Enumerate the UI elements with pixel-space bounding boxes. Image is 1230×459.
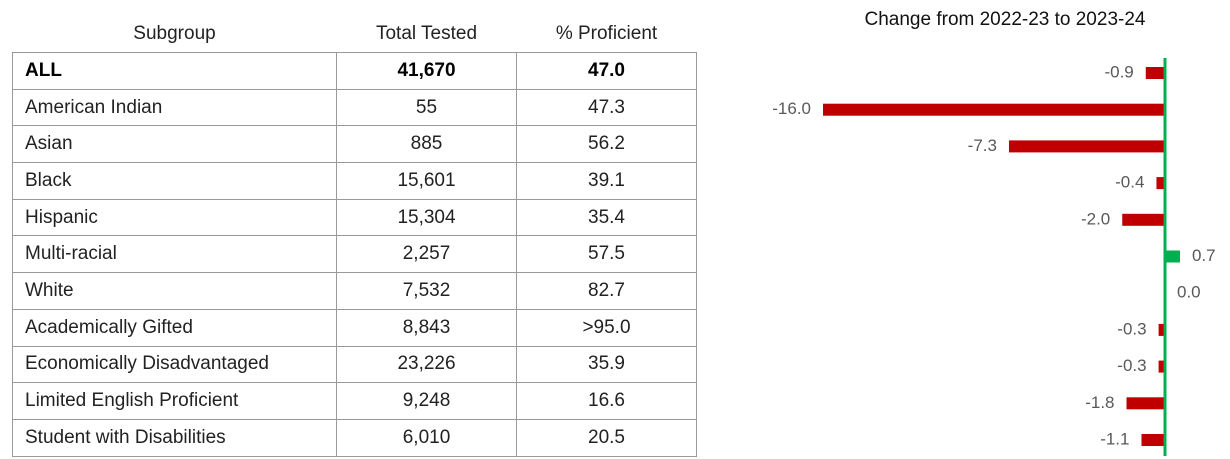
- table-cell: 15,601: [336, 162, 517, 200]
- table-body: ALL 41,670 47.0 American Indian 55 47.3 Asian 8…: [12, 52, 697, 457]
- table-cell: Black: [12, 162, 337, 200]
- table-cell: ALL: [12, 52, 337, 90]
- value-label: -0.9: [1104, 62, 1133, 81]
- table-cell: White: [12, 272, 337, 310]
- table-cell: 39.1: [516, 162, 697, 200]
- table-cell: 47.3: [516, 88, 697, 127]
- bar: [1145, 67, 1165, 79]
- table-cell: 35.9: [516, 345, 697, 384]
- table-cell: Academically Gifted: [12, 308, 337, 347]
- table-cell: American Indian: [12, 88, 337, 127]
- table-cell: 23,226: [336, 345, 517, 384]
- table-cell: Student with Disabilities: [12, 418, 337, 457]
- table-cell: 6,010: [336, 418, 517, 457]
- table-cell: 35.4: [516, 198, 697, 237]
- table-cell: 2,257: [336, 235, 517, 274]
- table-row: White 7,532 82.7: [12, 272, 697, 310]
- data-table: Subgroup Total Tested % Proficient ALL 41,6…: [12, 16, 697, 457]
- value-label: -2.0: [1081, 209, 1110, 228]
- table-row: ALL 41,670 47.0: [12, 52, 697, 90]
- table-cell: 55: [336, 88, 517, 127]
- value-label: -16.0: [772, 99, 811, 118]
- table-row: Hispanic 15,304 35.4: [12, 198, 697, 237]
- table-cell: 15,304: [336, 198, 517, 237]
- chart: Change from 2022-23 to 2023-24 -0.9 -16.0…: [772, 9, 1216, 456]
- header-cell: Subgroup: [133, 23, 216, 44]
- table-row: Black 15,601 39.1: [12, 162, 697, 200]
- table-cell: 7,532: [336, 272, 517, 310]
- header-cell: % Proficient: [555, 23, 658, 44]
- table-cell: 885: [336, 125, 517, 164]
- chart-title: Change from 2022-23 to 2023-24: [865, 9, 1146, 30]
- table-cell: 9,248: [336, 382, 517, 420]
- value-label: -0.3: [1117, 319, 1146, 338]
- table-row: American Indian 55 47.3: [12, 88, 697, 127]
- table-cell: >95.0: [516, 308, 697, 347]
- table-cell: 8,843: [336, 308, 517, 347]
- bar: [1008, 140, 1165, 153]
- bar: [1158, 360, 1165, 373]
- bar: [1158, 323, 1165, 336]
- table-cell: Limited English Proficient: [12, 382, 337, 420]
- table-row: Asian 885 56.2: [12, 125, 697, 164]
- table-cell: 20.5: [516, 418, 697, 457]
- value-label: -7.3: [968, 136, 997, 155]
- table-row: Multi-racial 2,257 57.5: [12, 235, 697, 274]
- value-label: 0.0: [1177, 283, 1201, 302]
- bar: [1165, 250, 1180, 263]
- value-label: -1.1: [1100, 429, 1129, 448]
- table-cell: 56.2: [516, 125, 697, 164]
- header-row: Subgroup Total Tested % Proficient: [13, 16, 697, 53]
- table-cell: 41,670: [336, 52, 517, 90]
- bar: [1156, 177, 1165, 190]
- table-cell: Hispanic: [12, 198, 337, 237]
- bar: [1141, 434, 1165, 446]
- value-label: -0.4: [1115, 173, 1144, 192]
- table-row: Limited English Proficient 9,248 16.6: [12, 382, 697, 420]
- value-label: -0.3: [1117, 356, 1146, 375]
- value-label: -1.8: [1085, 393, 1114, 412]
- table-cell: Multi-racial: [12, 235, 337, 274]
- table-cell: Asian: [12, 125, 337, 164]
- table-cell: Economically Disadvantaged: [12, 345, 337, 384]
- table-row: Economically Disadvantaged 23,226 35.9: [12, 345, 697, 384]
- table-cell: 57.5: [516, 235, 697, 274]
- bar: [1126, 397, 1165, 410]
- header-cell: Total Tested: [375, 23, 478, 44]
- bar: [1122, 213, 1165, 226]
- table-row: Student with Disabilities 6,010 20.5: [12, 418, 697, 457]
- table-cell: 16.6: [516, 382, 697, 420]
- value-label: 0.7: [1192, 246, 1216, 265]
- bar: [823, 103, 1165, 116]
- table-cell: 82.7: [516, 272, 697, 310]
- table-row: Academically Gifted 8,843 >95.0: [12, 308, 697, 347]
- table-head: Subgroup Total Tested % Proficient: [13, 16, 697, 53]
- table-cell: 47.0: [516, 52, 697, 90]
